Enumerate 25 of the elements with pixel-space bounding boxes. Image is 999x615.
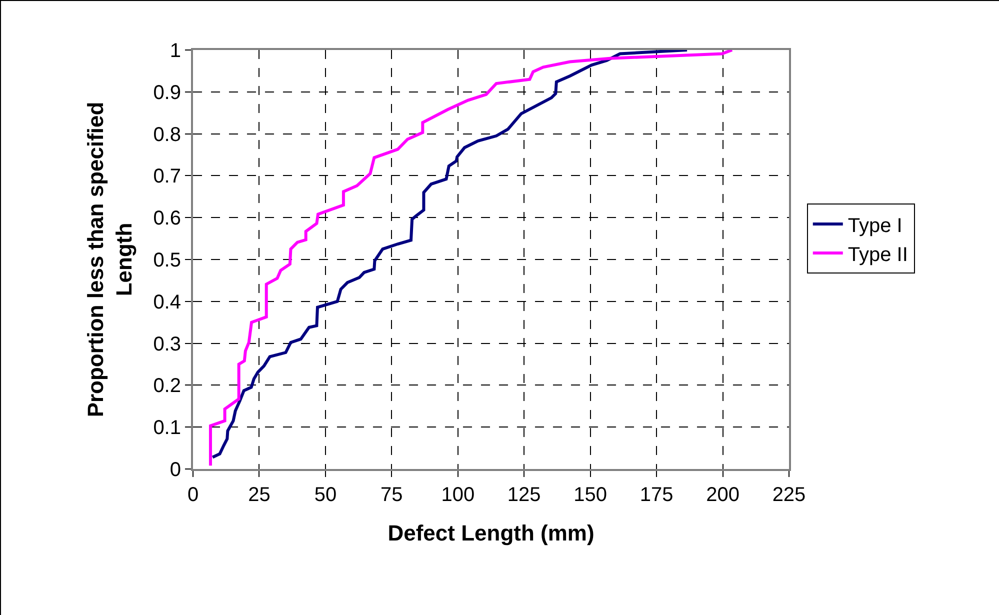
legend-label: Type I bbox=[848, 214, 902, 237]
x-tick-label: 25 bbox=[248, 484, 270, 506]
y-tick-label: 1 bbox=[170, 40, 181, 62]
x-tick-label: 75 bbox=[380, 484, 403, 506]
y-tick-label: 0.3 bbox=[153, 333, 181, 356]
y-tick-label: 0.4 bbox=[153, 291, 181, 314]
x-tick-label: 225 bbox=[772, 484, 806, 506]
y-tick-label: 0.1 bbox=[153, 417, 181, 440]
x-tick-label: 125 bbox=[507, 484, 541, 506]
x-tick-label: 100 bbox=[441, 484, 475, 506]
y-tick-label: 0 bbox=[170, 459, 181, 481]
y-tick-label: 0.6 bbox=[153, 208, 181, 230]
legend-label: Type II bbox=[848, 244, 908, 266]
y-tick-label: 0.7 bbox=[153, 166, 181, 188]
y-tick-label: 0.8 bbox=[153, 124, 181, 146]
y-tick-label: 0.2 bbox=[153, 375, 181, 398]
y-tick-label: 0.5 bbox=[153, 250, 181, 272]
x-tick-label: 50 bbox=[314, 484, 337, 506]
x-tick-label: 200 bbox=[706, 484, 740, 506]
x-axis-title: Defect Length (mm) bbox=[388, 520, 594, 546]
x-tick-label: 175 bbox=[640, 484, 674, 506]
x-tick-label: 150 bbox=[574, 484, 608, 506]
y-axis-title: Proportion less than specified Length bbox=[82, 102, 136, 418]
x-tick-label: 0 bbox=[187, 484, 199, 506]
y-tick-label: 0.9 bbox=[153, 82, 181, 104]
